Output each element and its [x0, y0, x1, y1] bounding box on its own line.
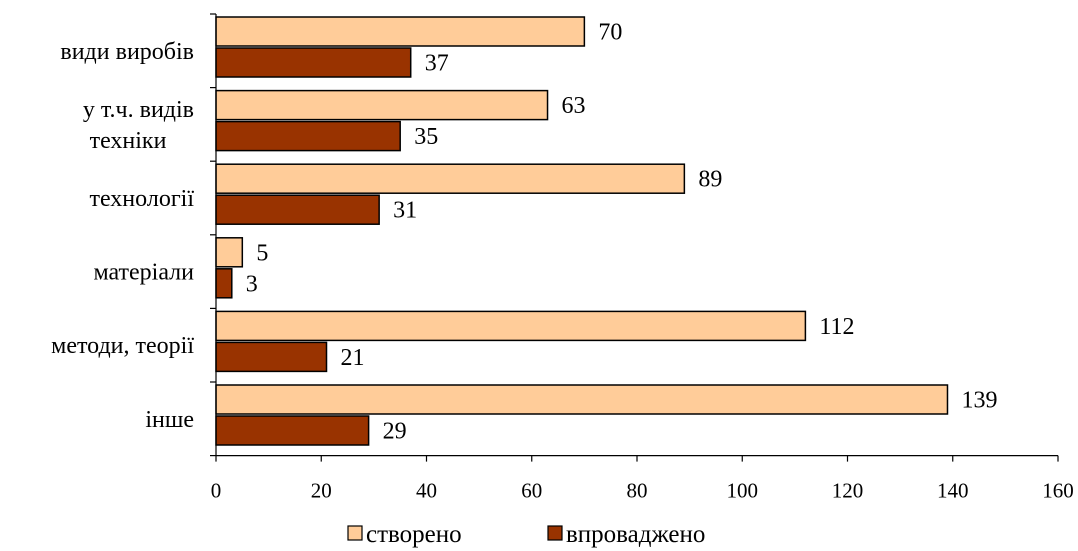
data-label: 31 [393, 198, 417, 224]
legend-label-implemented: впроваджено [566, 521, 705, 548]
category-label: техніки [90, 128, 167, 154]
data-label: 37 [425, 51, 449, 77]
bar-created [215, 89, 549, 121]
data-label: 63 [562, 93, 586, 119]
category-labels-layer: види виробів у т.ч. видів техніки технологі… [51, 39, 194, 433]
data-label: 29 [383, 419, 407, 445]
category-label: інше [145, 407, 194, 433]
legend-swatch-created [347, 525, 363, 541]
category-label: у т.ч. видів [83, 97, 194, 123]
x-tick-label: 60 [521, 479, 542, 503]
x-tick-label: 80 [627, 479, 648, 503]
data-label: 3 [246, 271, 258, 297]
category-label: технології [89, 186, 194, 212]
axes-layer: 0 20 40 60 80 100 120 140 160 [210, 13, 1074, 503]
bar-implemented [215, 268, 233, 299]
data-label: 139 [961, 388, 997, 414]
data-label: 112 [819, 314, 854, 340]
x-tick-label: 100 [727, 479, 759, 503]
bars-layer [215, 16, 949, 446]
data-label: 35 [414, 124, 438, 150]
bar-implemented [215, 120, 401, 152]
bar-created [215, 163, 686, 194]
bar-implemented [215, 194, 380, 225]
x-tick-label: 40 [416, 479, 437, 503]
legend: створено впроваджено [347, 521, 705, 548]
category-label: методи, теорії [51, 333, 194, 359]
x-tick-label: 20 [311, 479, 332, 503]
data-labels-layer: 70 37 63 35 89 31 5 3 112 21 139 29 [246, 20, 998, 445]
data-label: 5 [256, 240, 268, 266]
data-label: 70 [598, 20, 622, 46]
x-tick-label: 120 [832, 479, 864, 503]
bar-created [215, 384, 949, 415]
bar-created [215, 16, 586, 47]
bar-created [215, 310, 807, 342]
bar-implemented [215, 415, 370, 446]
x-tick-label: 140 [937, 479, 969, 503]
data-label: 21 [341, 345, 365, 371]
legend-label-created: створено [366, 521, 462, 548]
x-tick-label: 0 [211, 479, 222, 503]
category-label: матеріали [93, 260, 194, 286]
bar-implemented [215, 47, 412, 78]
bar-created [215, 237, 244, 268]
x-tick-label: 160 [1042, 479, 1074, 503]
legend-swatch-implemented [547, 525, 563, 541]
category-label: види виробів [60, 39, 194, 65]
data-label: 89 [698, 167, 722, 193]
bar-implemented [215, 341, 328, 373]
